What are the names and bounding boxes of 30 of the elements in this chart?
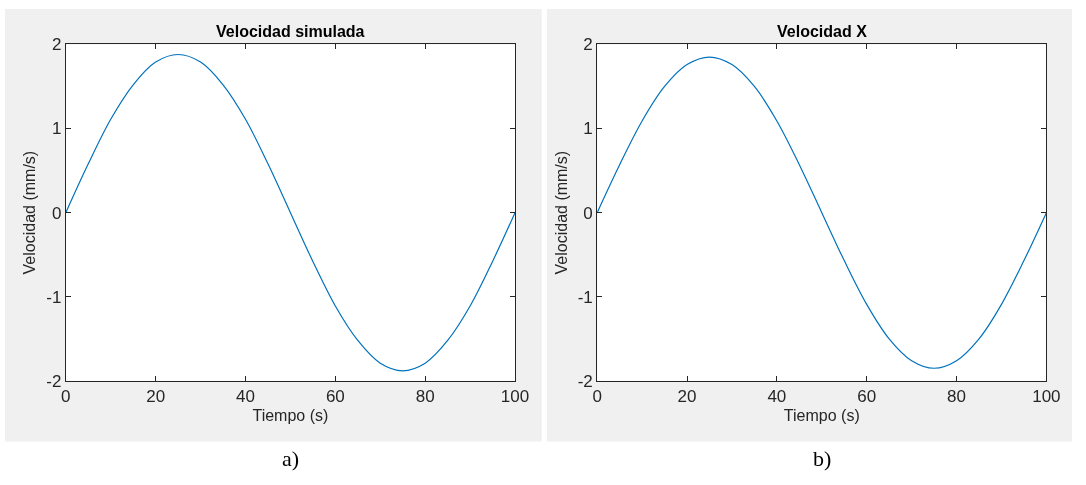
- y-axis-title: Velocidad (mm/s): [21, 150, 39, 275]
- x-tick-label: 40: [767, 387, 787, 407]
- y-tick-label: 2: [51, 35, 62, 55]
- x-tick-label: 100: [1032, 387, 1061, 407]
- y-tick-label: 1: [51, 119, 62, 139]
- chart-title: Velocidad simulada: [216, 23, 365, 40]
- line-series: [597, 56, 1047, 369]
- x-tick-label: 100: [500, 387, 530, 407]
- text: a): [282, 446, 300, 471]
- x-tick-label: 20: [677, 387, 697, 407]
- y-axis-title: Velocidad (mm/s): [552, 150, 570, 275]
- line-series: [65, 53, 516, 372]
- chart-title: Velocidad X: [777, 23, 868, 40]
- y-tick-label: -1: [46, 287, 62, 307]
- y-tick-label: 0: [583, 203, 593, 223]
- x-tick-label: 80: [415, 387, 435, 407]
- x-axis-title: Tiempo (s): [252, 406, 329, 424]
- y-tick-label: 0: [51, 203, 62, 223]
- x-tick-label: 60: [325, 387, 345, 407]
- x-tick-label: 20: [146, 387, 166, 407]
- x-axis-title: Tiempo (s): [783, 406, 860, 424]
- x-tick-label: 40: [236, 387, 255, 407]
- y-tick-label: 2: [583, 35, 593, 55]
- y-tick-label: -2: [577, 371, 593, 391]
- y-tick-label: -2: [46, 371, 62, 391]
- x-tick-label: 60: [857, 387, 877, 407]
- y-tick-label: -1: [577, 287, 593, 307]
- text: b): [813, 446, 832, 471]
- y-tick-label: 1: [583, 119, 593, 139]
- x-tick-label: 80: [947, 387, 967, 407]
